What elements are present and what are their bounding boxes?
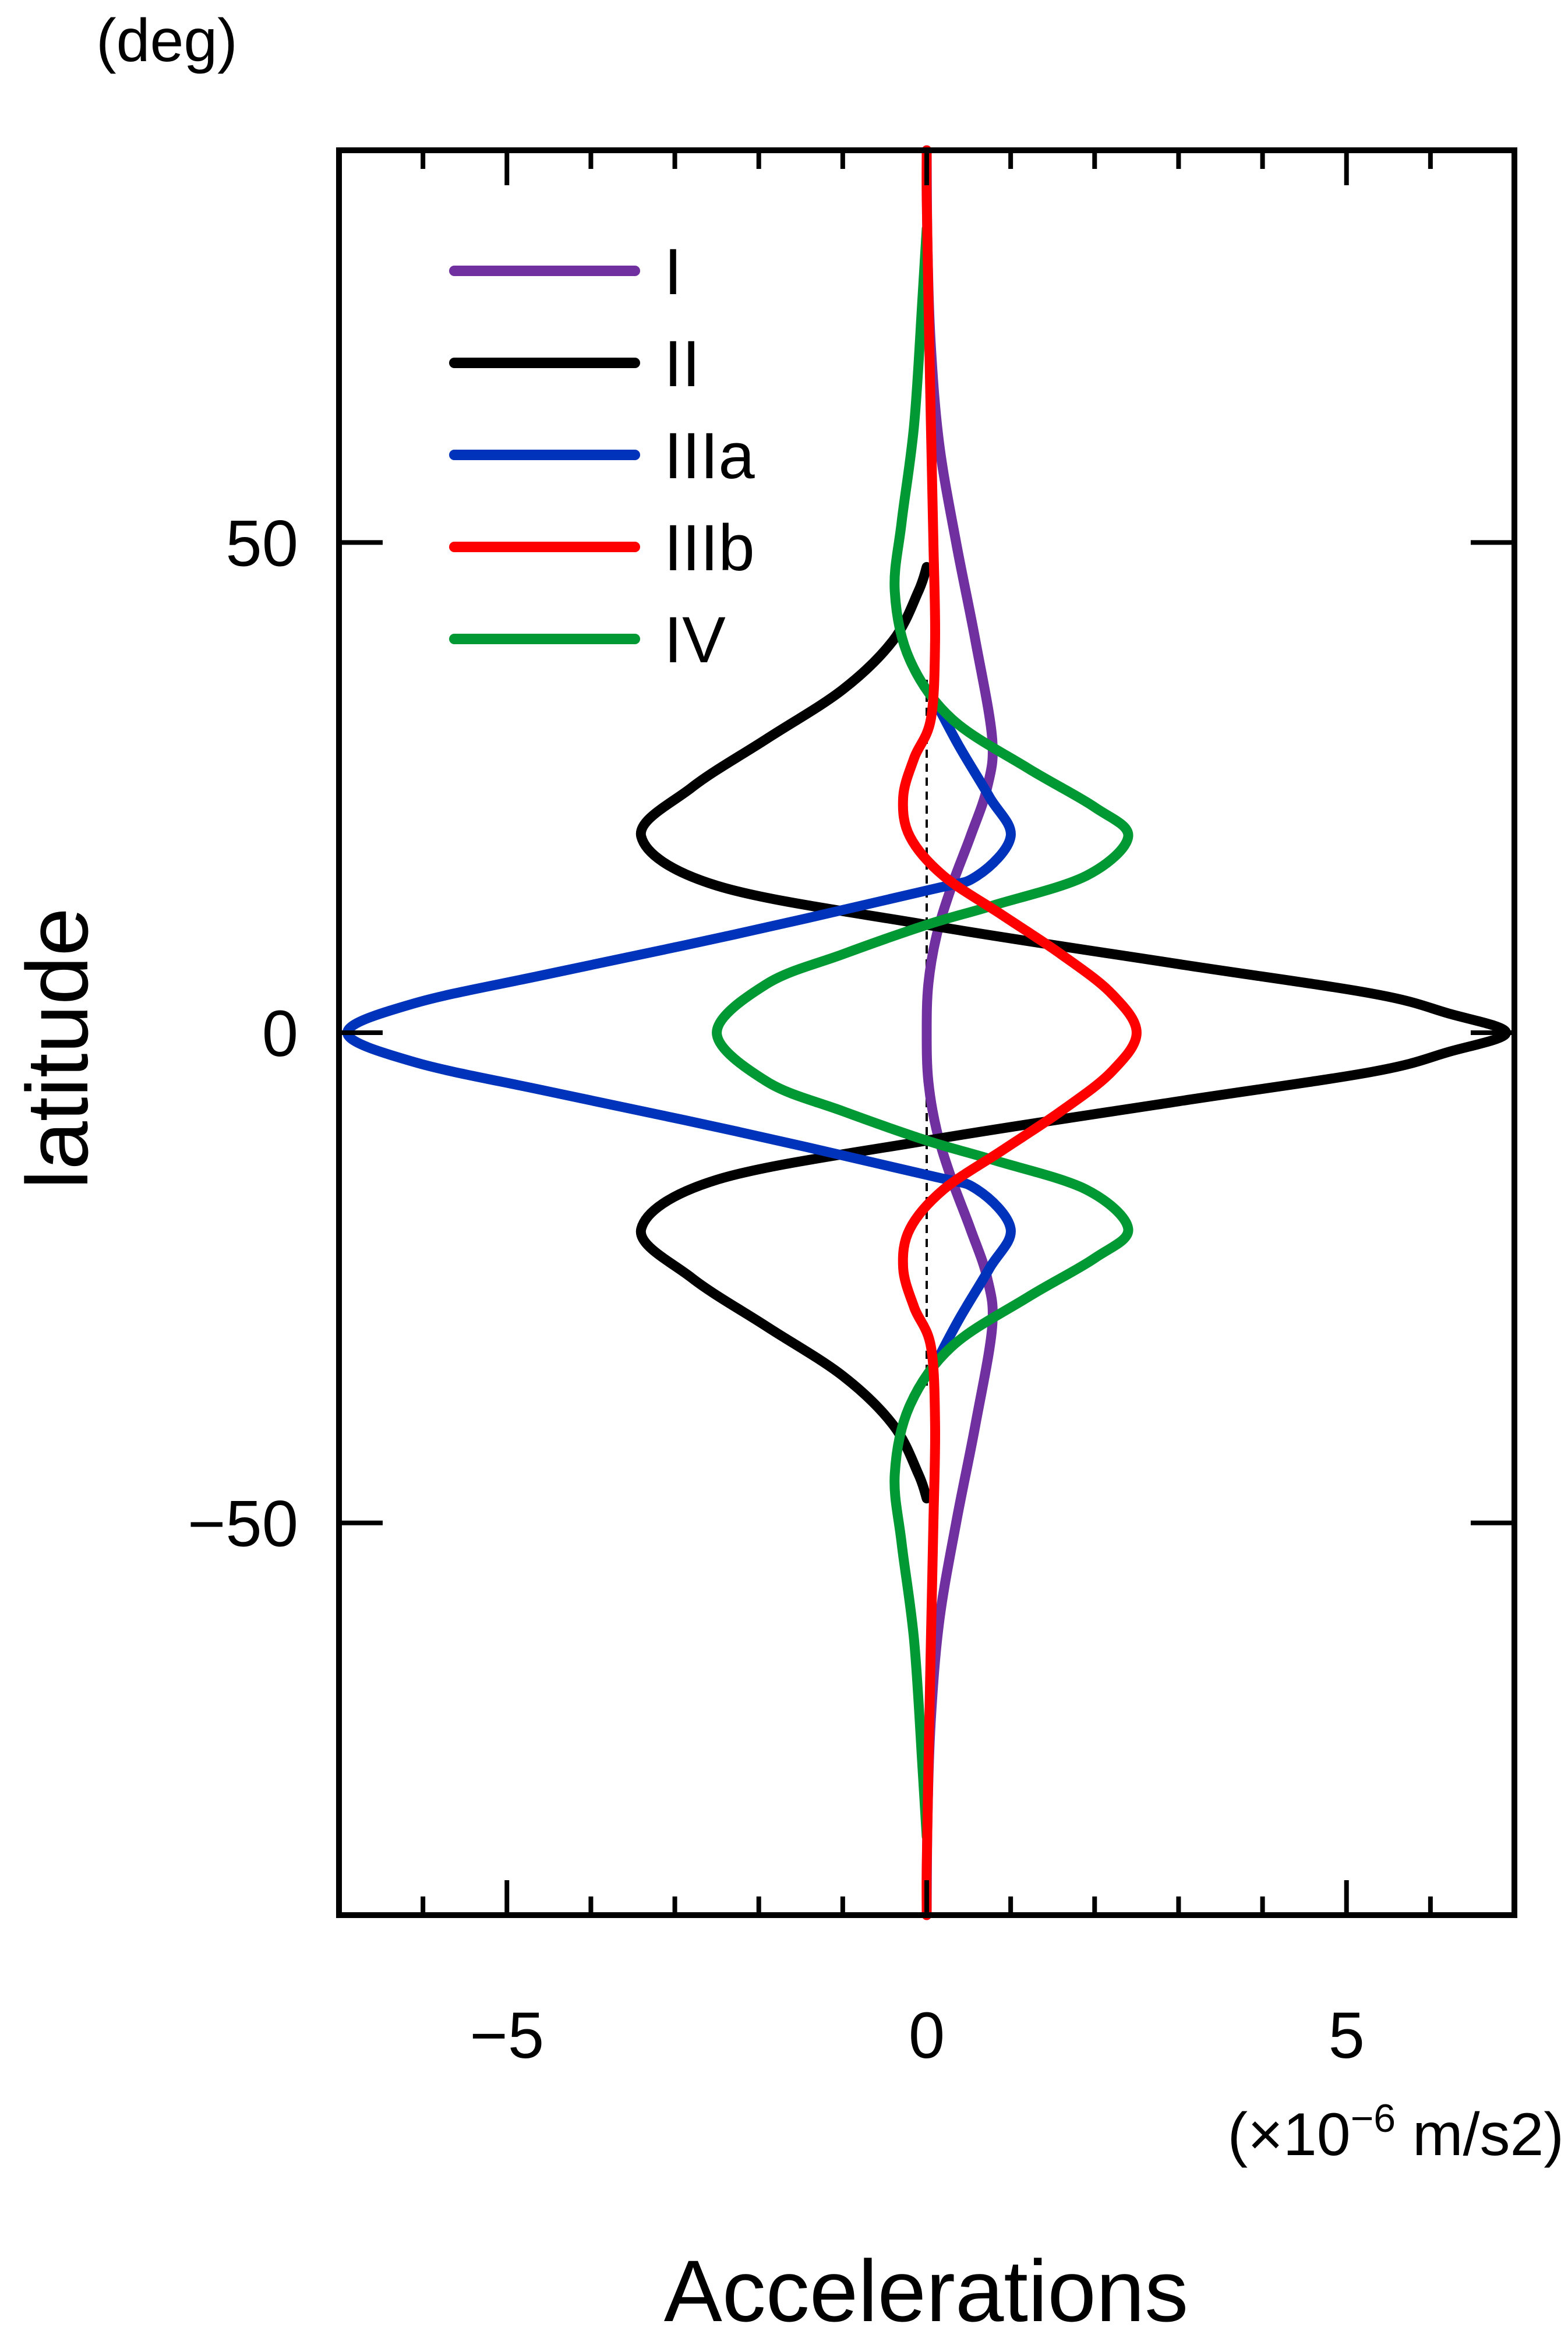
legend-label-i: I <box>664 235 682 308</box>
plot-area <box>342 145 1512 1920</box>
series-line-iiia <box>342 704 1016 1361</box>
x-tick-label: 5 <box>1329 1999 1365 2072</box>
y-tick-label: 50 <box>225 507 298 580</box>
x-unit-prefix: (×10 <box>1228 2101 1351 2168</box>
x-unit-exponent: −6 <box>1351 2096 1396 2141</box>
legend-label-ii: II <box>664 327 700 400</box>
series-line-iiib <box>898 145 1142 1920</box>
x-tick-label: −5 <box>469 1999 544 2072</box>
y-axis-title: latitude <box>8 907 106 1189</box>
series-line-ii <box>635 561 1512 1504</box>
y-tick-label: 0 <box>262 997 298 1070</box>
legend-label-iv: IV <box>664 603 726 676</box>
legend-label-iiia: IIIa <box>664 419 755 492</box>
series-line-i <box>921 145 998 1920</box>
x-axis-unit: (×10−6 m/s2) <box>1228 2096 1564 2168</box>
legend-label-iiib: IIIb <box>664 511 755 584</box>
y-axis-unit: (deg) <box>96 7 238 75</box>
x-tick-label: 0 <box>909 1999 945 2072</box>
x-axis: −5 0 5 <box>421 150 1517 2072</box>
x-unit-suffix: m/s2) <box>1396 2101 1564 2168</box>
series-line-iv <box>712 224 1133 1842</box>
y-tick-label: −50 <box>188 1488 298 1560</box>
y-axis: 50 0 −50 <box>188 507 1514 1560</box>
x-axis-title: Accelerations <box>664 2242 1188 2331</box>
